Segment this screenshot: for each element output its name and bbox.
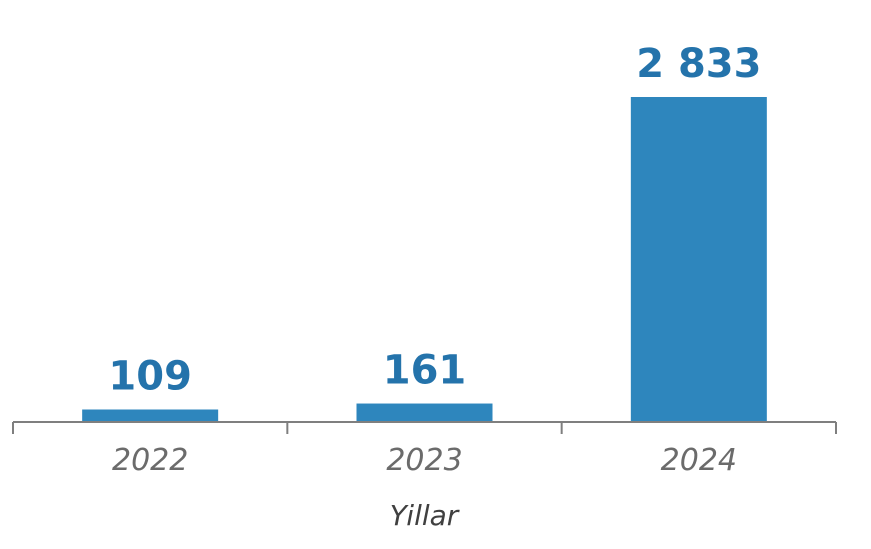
x-axis-ticks-group [12, 422, 837, 434]
value-labels-group: 109 161 2 833 [108, 41, 761, 399]
x-tick-label-2024: 2024 [661, 443, 737, 478]
x-tick-label-2022: 2022 [112, 443, 188, 478]
x-axis-label: Yillar [390, 499, 460, 532]
value-label-2024: 2 833 [636, 41, 761, 87]
x-tick-labels-group: 2022 2023 2024 [112, 443, 737, 478]
bars-group [82, 97, 767, 422]
bar-2023 [356, 403, 493, 422]
x-tick-label-2023: 2023 [386, 443, 462, 478]
bar-2022 [82, 409, 219, 422]
value-label-2023: 161 [383, 348, 467, 394]
value-label-2022: 109 [108, 353, 192, 399]
bar-2024 [630, 97, 767, 422]
